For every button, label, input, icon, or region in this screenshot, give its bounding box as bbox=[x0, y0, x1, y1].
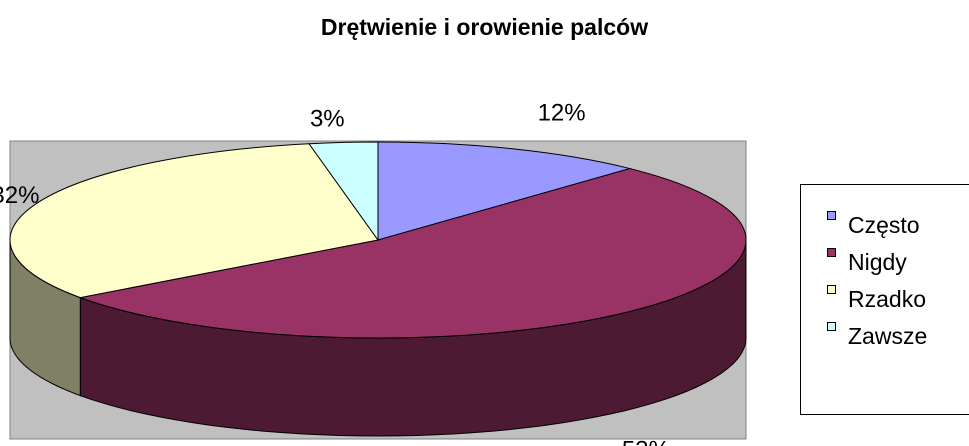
legend-swatch-czesto bbox=[827, 210, 836, 220]
legend-item-nigdy: Nigdy bbox=[827, 244, 907, 280]
data-label-nigdy: 53% bbox=[622, 437, 670, 446]
data-label-zawsze: 3% bbox=[310, 106, 345, 133]
legend-label-zawsze: Zawsze bbox=[848, 322, 928, 349]
legend-label-nigdy: Nigdy bbox=[848, 248, 907, 275]
legend: Często Nigdy Rzadko Zawsze bbox=[800, 184, 969, 415]
data-label-rzadko: 32% bbox=[0, 182, 39, 209]
legend-item-rzadko: Rzadko bbox=[827, 281, 926, 317]
legend-label-czesto: Często bbox=[848, 211, 920, 238]
pie-slice-nigdy bbox=[78, 168, 747, 339]
chart-title: Drętwienie i orowienie palców bbox=[320, 14, 649, 40]
legend-swatch-nigdy bbox=[827, 247, 836, 257]
legend-label-rzadko: Rzadko bbox=[848, 285, 926, 312]
legend-item-czesto: Często bbox=[827, 207, 920, 243]
legend-item-zawsze: Zawsze bbox=[827, 318, 927, 354]
pie-slice-czesto bbox=[377, 141, 632, 241]
legend-swatch-zawsze bbox=[827, 321, 836, 331]
data-label-czesto: 12% bbox=[538, 100, 586, 127]
pie-slice-rzadko bbox=[9, 143, 379, 299]
legend-swatch-rzadko bbox=[827, 284, 836, 294]
pie-slice-zawsze bbox=[308, 141, 379, 242]
